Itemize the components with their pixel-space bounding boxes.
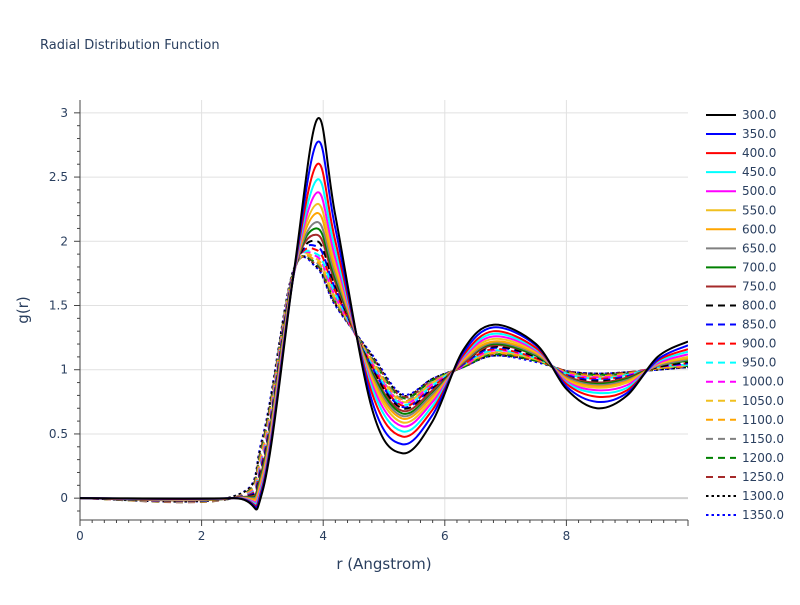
x-tick-label: 0 [76,529,84,543]
legend-label: 1050.0 [742,394,784,408]
legend-label: 1300.0 [742,489,784,503]
legend-item[interactable]: 1200.0 [706,451,784,465]
grid-layer [80,100,688,520]
legend-item[interactable]: 300.0 [706,108,776,122]
axis-layer: 0 2 4 6 8 0 0.5 1 1.5 2 2.5 3 [49,100,689,543]
series-line [80,140,688,509]
y-tick-label: 3 [60,106,68,120]
legend-label: 850.0 [742,318,776,332]
series-line [80,250,688,503]
legend[interactable]: 300.0 350.0 400.0 450.0 500.0 550.0 600.0 650.0… [706,108,784,522]
legend-label: 1350.0 [742,508,784,522]
legend-item[interactable]: 650.0 [706,241,776,255]
legend-label: 400.0 [742,146,776,160]
legend-item[interactable]: 400.0 [706,146,776,160]
legend-item[interactable]: 1000.0 [706,375,784,389]
legend-label: 1250.0 [742,470,784,484]
legend-item[interactable]: 1100.0 [706,413,784,427]
y-tick-label: 1.5 [49,299,68,313]
legend-label: 750.0 [742,279,776,293]
legend-label: 950.0 [742,356,776,370]
y-axis-label: g(r) [14,296,32,323]
legend-label: 600.0 [742,222,776,236]
legend-label: 900.0 [742,337,776,351]
x-tick-label: 4 [319,529,327,543]
y-tick-label: 2.5 [49,170,68,184]
series-line [80,227,688,502]
legend-item[interactable]: 500.0 [706,184,776,198]
y-tick-label: 0 [60,491,68,505]
legend-item[interactable]: 900.0 [706,337,776,351]
y-tick-label: 2 [60,234,68,248]
series-line [80,117,688,511]
legend-label: 1100.0 [742,413,784,427]
legend-item[interactable]: 600.0 [706,222,776,236]
legend-item[interactable]: 1250.0 [706,470,784,484]
series-line [80,203,688,503]
legend-item[interactable]: 1150.0 [706,432,784,446]
series-layer [80,117,688,511]
x-axis-label: r (Angstrom) [336,555,431,573]
series-line [80,233,688,502]
legend-label: 1000.0 [742,375,784,389]
legend-item[interactable]: 350.0 [706,127,776,141]
legend-item[interactable]: 950.0 [706,356,776,370]
series-line [80,162,688,507]
legend-label: 450.0 [742,165,776,179]
legend-label: 1200.0 [742,451,784,465]
legend-item[interactable]: 1050.0 [706,394,784,408]
series-line [80,255,688,503]
series-line [80,178,688,506]
x-tick-label: 8 [563,529,571,543]
series-line [80,239,688,502]
legend-item[interactable]: 450.0 [706,165,776,179]
legend-label: 300.0 [742,108,776,122]
legend-item[interactable]: 550.0 [706,203,776,217]
x-tick-label: 2 [198,529,206,543]
chart-title: Radial Distribution Function [40,38,220,53]
legend-item[interactable]: 700.0 [706,260,776,274]
legend-item[interactable]: 800.0 [706,299,776,313]
legend-item[interactable]: 850.0 [706,318,776,332]
legend-label: 650.0 [742,241,776,255]
legend-label: 550.0 [742,203,776,217]
series-line [80,191,688,504]
x-tick-label: 6 [441,529,449,543]
legend-label: 800.0 [742,299,776,313]
legend-label: 500.0 [742,184,776,198]
legend-label: 1150.0 [742,432,784,446]
legend-label: 350.0 [742,127,776,141]
legend-item[interactable]: 1350.0 [706,508,784,522]
series-line [80,221,688,501]
y-tick-label: 1 [60,363,68,377]
y-tick-label: 0.5 [49,427,68,441]
legend-label: 700.0 [742,260,776,274]
legend-item[interactable]: 1300.0 [706,489,784,503]
legend-item[interactable]: 750.0 [706,279,776,293]
series-line [80,212,688,501]
